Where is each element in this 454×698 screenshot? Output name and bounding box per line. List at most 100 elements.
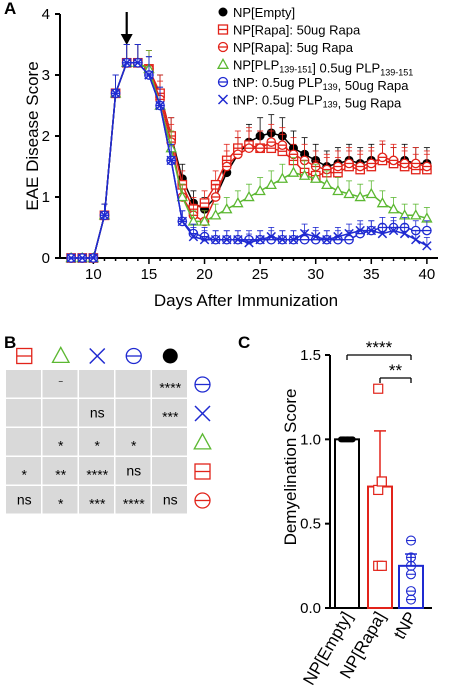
data-point — [133, 58, 143, 68]
table-cell — [115, 428, 151, 456]
data-point — [255, 143, 265, 154]
legend-entry-s2: NP[Rapa]: 50ug Rapa — [233, 23, 361, 38]
panel-a-x-tick-label: 30 — [307, 266, 324, 283]
data-point — [66, 253, 76, 263]
legend-subscript: 139-151 — [279, 65, 312, 75]
data-point — [299, 155, 310, 166]
data-point — [422, 241, 432, 251]
data-point — [176, 190, 189, 202]
table-cell-text: * — [95, 438, 101, 454]
table-cell-text: ** — [55, 467, 66, 483]
panel-c-y-tick-label: 1.5 — [300, 347, 321, 364]
table-cell-text: * — [58, 438, 64, 454]
data-point — [277, 234, 288, 245]
data-point — [377, 152, 388, 163]
data-point — [366, 158, 377, 169]
table-header-marker-s5 — [125, 347, 142, 365]
table-cell-text: * — [131, 438, 137, 454]
table-cell — [79, 370, 114, 398]
data-point — [188, 231, 199, 242]
legend-entry-s1: NP[Empty] — [233, 5, 295, 20]
bar-point — [405, 586, 417, 597]
table-cell-text: ns — [163, 492, 178, 508]
data-point — [366, 225, 377, 236]
panel-a-x-tick-label: 35 — [363, 266, 380, 283]
data-point — [199, 234, 210, 245]
data-point — [388, 155, 399, 166]
table-cell-text: *** — [89, 496, 106, 512]
bar-point — [405, 594, 417, 605]
bar-1 — [367, 485, 393, 609]
table-row-marker-s2 — [194, 463, 211, 480]
data-point — [210, 192, 221, 202]
table-row-marker-s5 — [194, 376, 211, 393]
table-header-marker-s2 — [16, 347, 33, 365]
panel-c-y-axis-label: Demyelination Score — [281, 389, 300, 546]
table-row-marker-s3 — [194, 492, 211, 509]
legend-marker-s4 — [216, 57, 230, 69]
data-point — [144, 70, 154, 80]
bar-point — [349, 436, 356, 443]
data-point — [110, 88, 121, 99]
panel-a-label: A — [4, 0, 16, 18]
panel-c-y-tick-label: 0.0 — [300, 600, 321, 617]
panel-a-legend: NP[Empty] NP[Rapa]: 50ug Rapa NP[Rapa]: 5u… — [216, 5, 413, 111]
table-cell — [42, 428, 78, 456]
data-point — [399, 228, 410, 239]
table-cell — [152, 457, 187, 485]
table-row-marker-s6 — [194, 405, 211, 422]
table-cell — [6, 457, 41, 485]
table-cell — [42, 457, 78, 485]
panel-a-y-tick-label: 0 — [42, 250, 50, 267]
data-point — [387, 203, 400, 214]
table-cell — [115, 370, 151, 398]
data-point — [265, 178, 277, 190]
table-cell — [6, 486, 41, 514]
bar-point — [376, 560, 387, 571]
data-point — [254, 184, 266, 196]
legend-text: ] 0.5ug PLP — [312, 61, 380, 76]
legend-marker-s6 — [217, 94, 229, 105]
data-point — [344, 234, 354, 245]
data-point — [121, 58, 132, 68]
table-cell-text: * — [58, 496, 64, 512]
table-cell-text: *** — [162, 409, 179, 425]
table-cell — [6, 370, 41, 398]
panel-c-chart: 0.00.51.01.5NP[Empty]NP[Rapa] tNP****** — [299, 338, 432, 688]
data-point — [77, 253, 87, 263]
panel-a-y-tick-label: 4 — [42, 6, 50, 23]
legend-text: tNP: 0.5ug PLP — [233, 75, 323, 90]
data-point — [243, 190, 255, 202]
bar-point — [405, 552, 417, 563]
table-cell — [115, 457, 151, 485]
data-point — [344, 158, 354, 169]
data-point — [355, 225, 365, 236]
data-point — [299, 234, 310, 245]
data-point — [233, 149, 243, 160]
panel-a-x-tick-label: 40 — [419, 266, 436, 283]
data-point — [288, 234, 299, 245]
legend-marker-s2 — [217, 24, 229, 35]
series-s6 — [66, 44, 432, 263]
legend-subscript: 139 — [323, 82, 338, 92]
table-cell — [115, 399, 151, 427]
panel-a-x-tick-label: 25 — [252, 266, 269, 283]
data-point — [222, 234, 232, 245]
data-point — [332, 184, 344, 196]
table-cell — [6, 428, 41, 456]
data-point — [99, 210, 110, 221]
data-point — [298, 169, 311, 180]
legend-text: , 50ug Rapa — [338, 78, 410, 93]
table-cell — [115, 486, 151, 514]
bar-point — [405, 535, 417, 546]
table-header-marker-s1 — [162, 348, 178, 364]
data-point — [333, 231, 343, 242]
table-cell — [79, 457, 114, 485]
legend-text: , 5ug Rapa — [338, 96, 402, 111]
bar-point — [373, 383, 384, 394]
data-point — [321, 164, 332, 175]
panel-a-x-tick-label: 20 — [196, 266, 213, 283]
legend-text: NP[Empty] — [233, 5, 295, 20]
data-point — [155, 100, 165, 111]
